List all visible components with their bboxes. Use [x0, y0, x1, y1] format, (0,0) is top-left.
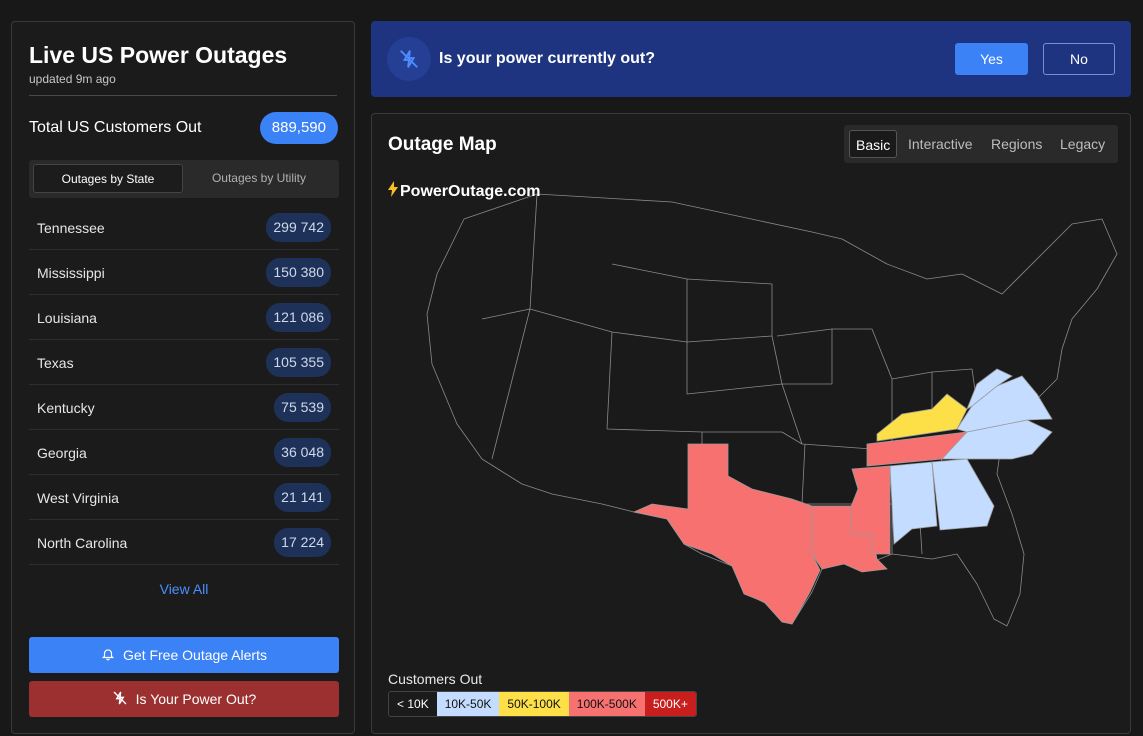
yes-button[interactable]: Yes	[955, 43, 1028, 75]
list-item[interactable]: Kentucky 75 539	[29, 385, 339, 430]
is-power-out-label: Is Your Power Out?	[135, 691, 257, 707]
total-customers-label: Total US Customers Out	[29, 119, 202, 136]
state-name: Mississippi	[37, 265, 105, 281]
tab-basic[interactable]: Basic	[849, 130, 898, 158]
state-west-virginia	[966, 368, 1013, 410]
power-off-icon	[387, 37, 431, 81]
page-title: Live US Power Outages	[29, 42, 288, 68]
list-item[interactable]: North Carolina 17 224	[29, 520, 339, 565]
tab-outages-by-utility[interactable]: Outages by Utility	[211, 171, 307, 185]
legend-item: 500K+	[644, 692, 696, 716]
list-item[interactable]: Tennessee 299 742	[29, 205, 339, 250]
state-name: North Carolina	[37, 535, 128, 551]
tab-outages-by-state[interactable]: Outages by State	[33, 164, 183, 193]
power-off-icon	[112, 690, 128, 709]
state-count-badge: 105 355	[266, 348, 331, 377]
legend-item: 10K-50K	[436, 692, 500, 716]
no-button[interactable]: No	[1043, 43, 1115, 75]
state-mississippi	[849, 465, 891, 555]
bell-icon	[101, 647, 115, 664]
state-name: Texas	[37, 355, 74, 371]
list-item[interactable]: Mississippi 150 380	[29, 250, 339, 295]
tab-regions[interactable]: Regions	[991, 136, 1043, 152]
list-item[interactable]: Louisiana 121 086	[29, 295, 339, 340]
state-georgia	[931, 458, 995, 531]
list-item[interactable]: Georgia 36 048	[29, 430, 339, 475]
total-customers-badge: 889,590	[259, 112, 338, 144]
brand-logo: PowerOutage.com	[388, 181, 540, 202]
legend-item: < 10K	[389, 692, 437, 716]
view-all-link[interactable]: View All	[159, 581, 209, 597]
map-legend: < 10K 10K-50K 50K-100K 100K-500K 500K+	[388, 691, 697, 717]
divider	[29, 95, 337, 96]
state-count-badge: 36 048	[274, 438, 331, 467]
banner-question: Is your power currently out?	[439, 50, 656, 67]
state-count-badge: 75 539	[274, 393, 331, 422]
lightning-icon	[388, 181, 398, 202]
state-kentucky	[876, 393, 968, 442]
outage-map-panel: Outage Map Basic Interactive Regions Leg…	[371, 113, 1131, 734]
state-name: Louisiana	[37, 310, 97, 326]
state-list: Tennessee 299 742 Mississippi 150 380 Loui…	[29, 205, 339, 565]
us-outage-map[interactable]	[372, 114, 1131, 734]
power-out-banner: Is your power currently out? Yes No	[371, 21, 1131, 97]
updated-timestamp: updated 9m ago	[29, 72, 116, 86]
is-power-out-button[interactable]: Is Your Power Out?	[29, 681, 339, 717]
state-name: Georgia	[37, 445, 87, 461]
state-count-badge: 150 380	[266, 258, 331, 287]
tab-legacy[interactable]: Legacy	[1060, 136, 1106, 152]
list-item[interactable]: West Virginia 21 141	[29, 475, 339, 520]
list-item[interactable]: Texas 105 355	[29, 340, 339, 385]
state-count-badge: 21 141	[274, 483, 331, 512]
sidebar-panel: Live US Power Outages updated 9m ago Tot…	[11, 21, 355, 734]
state-name: Kentucky	[37, 400, 95, 416]
state-count-badge: 299 742	[266, 213, 331, 242]
map-view-tabs: Basic Interactive Regions Legacy	[844, 125, 1118, 163]
state-name: Tennessee	[37, 220, 105, 236]
state-count-badge: 17 224	[274, 528, 331, 557]
state-name: West Virginia	[37, 490, 119, 506]
legend-title: Customers Out	[388, 671, 483, 687]
state-texas	[632, 443, 821, 625]
legend-item: 50K-100K	[499, 692, 569, 716]
tab-interactive[interactable]: Interactive	[908, 136, 973, 152]
map-title: Outage Map	[388, 134, 497, 155]
outage-view-toggle: Outages by State Outages by Utility	[29, 160, 339, 198]
get-alerts-button[interactable]: Get Free Outage Alerts	[29, 637, 339, 673]
get-alerts-label: Get Free Outage Alerts	[123, 647, 267, 663]
state-alabama	[889, 461, 938, 545]
state-count-badge: 121 086	[266, 303, 331, 332]
legend-item: 100K-500K	[568, 692, 645, 716]
brand-name: PowerOutage.com	[400, 182, 541, 200]
